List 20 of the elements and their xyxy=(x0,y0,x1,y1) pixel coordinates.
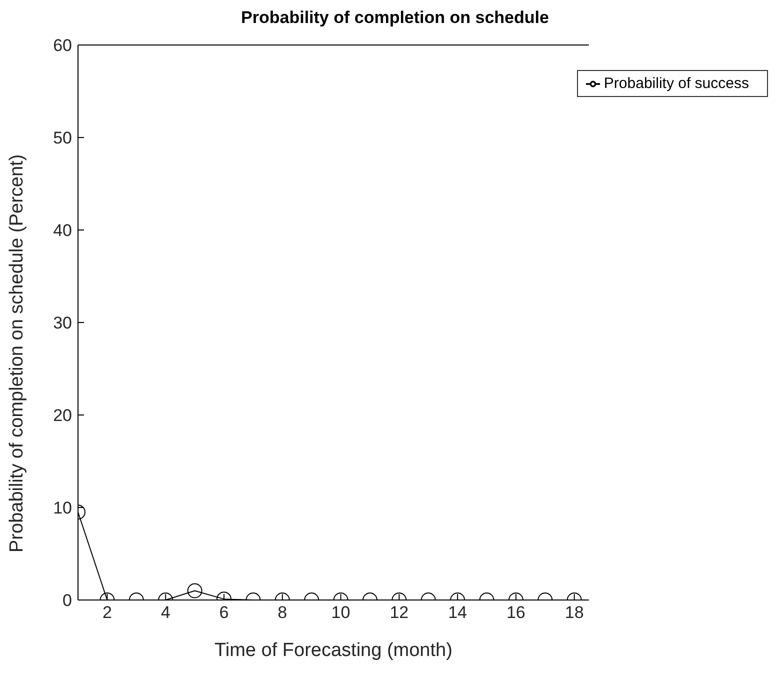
x-tick-label: 2 xyxy=(102,603,112,622)
x-tick-label: 16 xyxy=(506,603,526,622)
y-tick-label: 30 xyxy=(53,314,72,333)
y-tick-label: 40 xyxy=(53,221,72,240)
x-tick-label: 12 xyxy=(390,603,409,622)
y-axis-title: Probability of completion on schedule (Percent) xyxy=(6,154,28,552)
x-tick-label: 6 xyxy=(219,603,229,622)
legend-label: Probability of success xyxy=(604,75,749,92)
x-tick-label: 10 xyxy=(331,603,350,622)
y-tick-label: 50 xyxy=(53,128,72,148)
x-tick-label: 8 xyxy=(278,603,288,622)
y-tick-label: 10 xyxy=(53,498,72,518)
y-tick-label: 60 xyxy=(53,36,72,56)
y-tick-label: 0 xyxy=(62,591,72,610)
x-axis-title: Time of Forecasting (month) xyxy=(214,640,452,661)
x-tick-label: 18 xyxy=(564,603,584,622)
x-tick-label: 14 xyxy=(448,603,468,622)
chart-title: Probability of completion on schedule xyxy=(240,8,550,29)
y-tick-label: 20 xyxy=(53,406,72,426)
x-tick-label: 4 xyxy=(160,603,170,622)
